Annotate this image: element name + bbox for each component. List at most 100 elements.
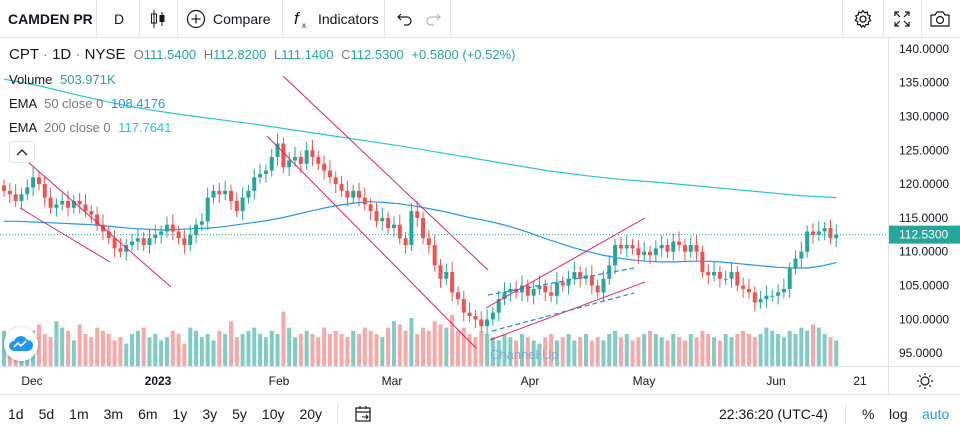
range-3y[interactable]: 3y [202, 406, 218, 422]
scale-settings-button[interactable] [888, 366, 960, 394]
volume-bar [124, 343, 129, 366]
candle-body [601, 278, 606, 293]
candle-body [42, 184, 47, 198]
volume-bar [42, 334, 47, 366]
volume-bar [677, 337, 682, 366]
undo-button[interactable] [394, 0, 416, 37]
volume-bar [345, 337, 350, 366]
range-5d[interactable]: 5d [38, 406, 55, 422]
volume-bar [584, 334, 588, 366]
range-3m[interactable]: 3m [103, 406, 124, 422]
range-10y[interactable]: 10y [261, 406, 285, 422]
volume-bar [322, 327, 327, 366]
settings-button[interactable] [851, 0, 875, 37]
range-1m[interactable]: 1m [69, 406, 89, 422]
legend-ema200[interactable]: EMA 200 close 0 117.7641 [9, 120, 171, 135]
volume-bar [258, 334, 263, 366]
redo-button[interactable] [422, 0, 444, 37]
trend-drawings[interactable] [19, 75, 646, 349]
range-6m[interactable]: 6m [138, 406, 158, 422]
price-tick-label: 115.0000 [899, 211, 948, 225]
legend-close-label: C [341, 47, 351, 62]
volume-bar [438, 324, 443, 366]
volume-bar [397, 324, 402, 366]
candle-body [13, 194, 18, 201]
range-20y[interactable]: 20y [299, 406, 323, 422]
volume-bar [304, 330, 309, 366]
candle-body [799, 251, 804, 259]
price-tick-label: 120.0000 [899, 177, 949, 191]
price-chart[interactable]: Channel Up [0, 38, 888, 366]
goto-date-button[interactable] [352, 395, 374, 433]
range-1d[interactable]: 1d [8, 406, 24, 422]
volume-bar [764, 327, 769, 366]
toolbar-divider [450, 0, 451, 37]
volume-bar [77, 324, 82, 366]
candle-body [648, 251, 653, 256]
trend-line [27, 161, 172, 288]
fullscreen-button[interactable] [890, 0, 914, 37]
symbol-search[interactable]: CAMDEN PR [8, 10, 92, 27]
clock-time[interactable]: 22:36:20 (UTC-4) [719, 406, 828, 422]
volume-bar [333, 330, 338, 366]
collapse-legend-button[interactable] [9, 141, 35, 163]
percent-scale-toggle[interactable]: % [862, 406, 875, 422]
candle-body [787, 268, 792, 289]
volume-bar [403, 330, 408, 366]
candle-body [572, 272, 577, 279]
volume-bar [118, 337, 123, 366]
volume-bar [607, 334, 612, 366]
candle-body [741, 285, 746, 289]
legend-ema50[interactable]: EMA 50 close 0 108.4176 [9, 96, 165, 111]
time-axis[interactable]: Dec 2023 Feb Mar Apr May Jun 21 [0, 366, 888, 394]
time-tick-label: Apr [521, 374, 540, 388]
volume-bar [188, 327, 193, 366]
svg-text:x: x [302, 21, 306, 30]
volume-bar [95, 327, 100, 366]
snapshot-button[interactable] [928, 0, 952, 37]
candle-body [217, 190, 222, 195]
candle-body [717, 272, 722, 279]
range-5y[interactable]: 5y [232, 406, 247, 422]
price-axis[interactable]: 140.0000 135.0000 130.0000 125.0000 120.0000… [888, 38, 960, 366]
toolbar-divider [921, 0, 922, 37]
candle-body [415, 211, 420, 218]
indicators-button[interactable]: f x Indicators [292, 0, 384, 37]
range-1y[interactable]: 1y [172, 406, 188, 422]
auto-scale-toggle[interactable]: auto [922, 406, 950, 422]
candle-body [54, 204, 59, 208]
candle-body [525, 285, 530, 296]
candle-body [421, 217, 426, 239]
volume-bar [514, 340, 519, 366]
volume-bar [357, 334, 362, 366]
legend-volume[interactable]: Volume 503.971K [9, 72, 116, 87]
candle-body [578, 272, 583, 279]
compare-label: Compare [213, 10, 271, 27]
candle-body [182, 238, 187, 245]
volume-bar [83, 334, 88, 366]
volume-bar [275, 334, 280, 366]
chart-pane[interactable]: Channel Up CPT · 1D · NYSE O111.5400 H11… [0, 38, 888, 366]
candle-body [438, 265, 443, 279]
volume-bar [525, 337, 530, 366]
candle-body [310, 150, 315, 158]
volume-bar [805, 330, 810, 366]
volume-bar [246, 330, 251, 366]
price-tick-label: 110.0000 [899, 245, 948, 259]
compare-button[interactable]: Compare [186, 0, 276, 37]
time-scale: Dec 2023 Feb Mar Apr May Jun 21 [21, 374, 867, 388]
candle-body [636, 248, 641, 256]
volume-bar [228, 321, 233, 366]
candle-body [566, 278, 571, 286]
svg-text:f: f [294, 9, 301, 28]
candle-body [543, 285, 548, 293]
volume-bar [409, 318, 414, 366]
bottom-toolbar: 1d 5d 1m 3m 6m 1y 3y 5y 10y 20y 22:36:20… [0, 394, 960, 433]
interval-button[interactable]: D [113, 10, 125, 27]
volume-bar [834, 340, 839, 366]
tradingview-logo[interactable] [4, 327, 38, 361]
log-scale-toggle[interactable]: log [889, 406, 908, 422]
chart-type-button[interactable] [146, 0, 170, 37]
volume-bar [234, 337, 239, 366]
candle-body [234, 201, 239, 212]
